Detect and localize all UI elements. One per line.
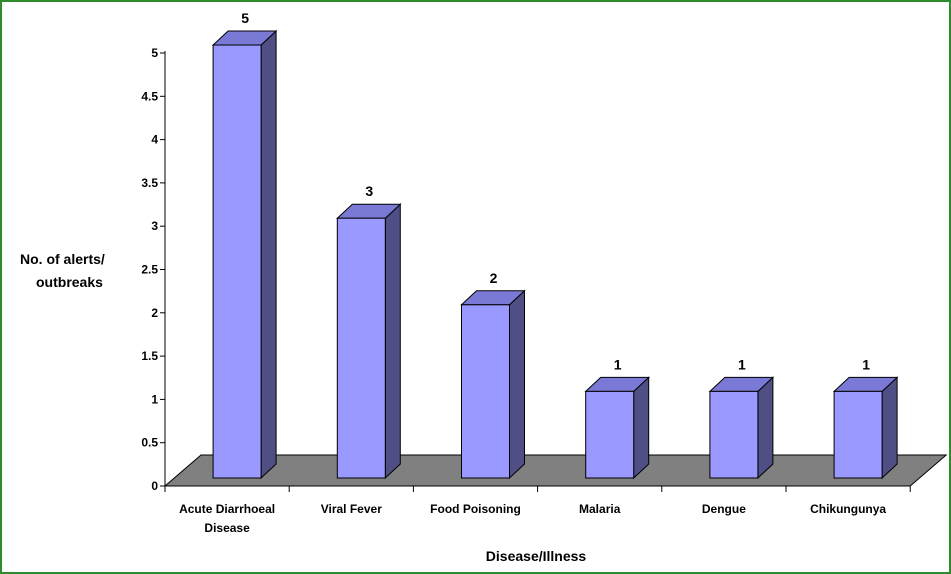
bar: [584, 376, 650, 480]
y-tick-label: 2: [151, 306, 158, 320]
bar-side-face: [260, 29, 277, 480]
data-label: 2: [490, 270, 498, 286]
bar-side-face: [881, 376, 898, 480]
floor-plane: [163, 454, 948, 487]
data-label: 1: [738, 356, 746, 372]
x-tick-label: Malaria: [579, 502, 621, 516]
bar-side-face: [384, 203, 401, 480]
y-tick-label: 5: [151, 46, 158, 60]
data-label: 3: [365, 183, 373, 199]
bar: [460, 289, 526, 480]
x-tick-label: Food Poisoning: [430, 502, 521, 516]
y-tick-label: 4.5: [141, 89, 158, 103]
y-tick-label: 4: [151, 133, 158, 147]
bar-front-face: [833, 390, 883, 479]
y-axis-title-line-2: outbreaks: [36, 274, 103, 290]
x-tick-label: Viral Fever: [321, 502, 382, 516]
y-axis-title-line-1: No. of alerts/: [20, 251, 105, 267]
bar-side-face: [633, 376, 650, 480]
y-tick-label: 0.5: [141, 436, 158, 450]
bar-front-face: [709, 390, 759, 479]
bar-side-face: [757, 376, 774, 480]
x-tick-label: Chikungunya: [810, 502, 886, 516]
bar-front-face: [336, 217, 386, 479]
bar-front-face: [212, 44, 262, 479]
bar: [708, 376, 775, 480]
bar: [336, 203, 402, 480]
x-tick-label: Disease: [204, 521, 250, 535]
y-tick-label: 2.5: [141, 263, 158, 277]
data-label: 1: [614, 356, 622, 372]
bar-front-face: [585, 390, 635, 479]
x-tick-label: Dengue: [702, 502, 746, 516]
bar-front-face: [461, 304, 510, 479]
y-tick-label: 3: [151, 219, 158, 233]
x-axis-title: Disease/Illness: [486, 548, 587, 564]
bar: [832, 376, 899, 480]
y-tick-label: 1: [151, 392, 158, 406]
x-tick-label: Acute Diarrhoeal: [179, 502, 275, 516]
bar: [211, 29, 278, 480]
data-label: 5: [241, 10, 249, 26]
y-tick-label: 1.5: [141, 349, 158, 363]
y-tick-label: 0: [151, 479, 158, 493]
data-label: 1: [862, 356, 870, 372]
y-tick-label: 3.5: [141, 176, 158, 190]
y-axis: 0 0.5 1 1.5 2 2.5 3 3.5 4 4.5 5: [141, 46, 911, 493]
bar-side-face: [509, 289, 525, 480]
bars: [211, 29, 899, 480]
chart-floor: [163, 454, 948, 487]
labels: 5 Acute Diarrhoeal Disease 3 Viral Fever 2 Foo…: [179, 10, 886, 535]
